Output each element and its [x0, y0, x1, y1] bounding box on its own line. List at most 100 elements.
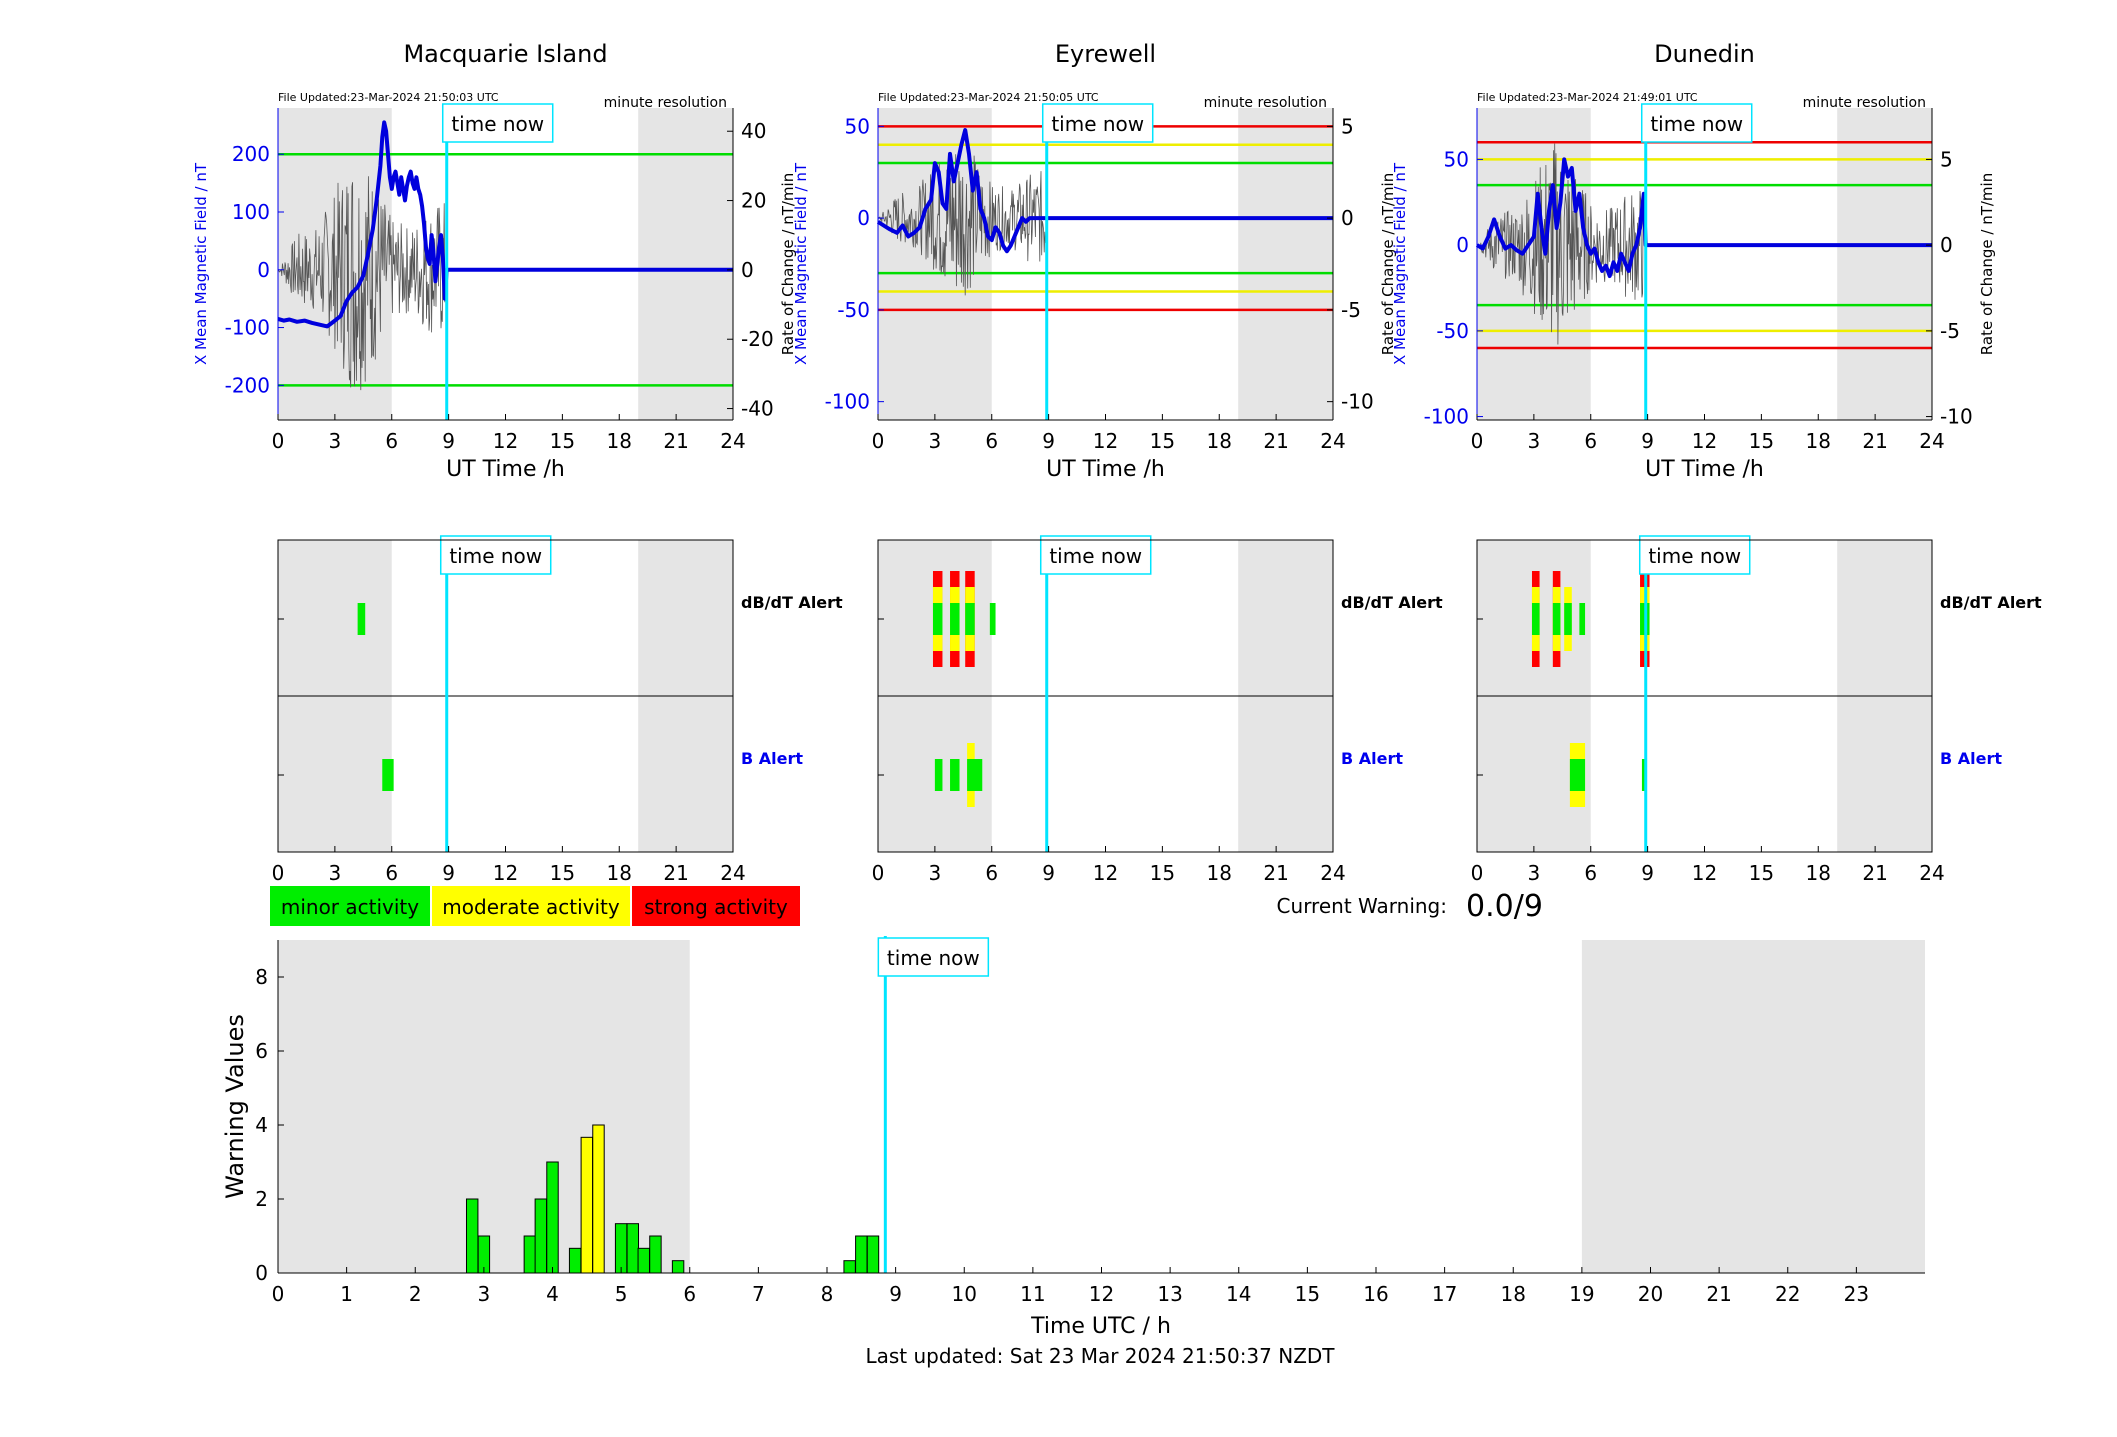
y-tick-label: 4 — [255, 1113, 268, 1137]
dbdt-alert-mark-minor — [1531, 603, 1540, 635]
x-tick-label: 2 — [409, 1282, 422, 1306]
x-tick-label: 3 — [929, 861, 942, 885]
x-tick-label: 15 — [550, 429, 575, 453]
time-now-box — [441, 103, 554, 143]
warning-bar — [855, 1235, 868, 1274]
x-tick-label: 24 — [1320, 429, 1345, 453]
time-now-label: time now — [449, 544, 542, 568]
b-alert-mark-minor — [950, 759, 960, 791]
alert-panel-2: time now 0 3 6 9 12 15 18 21 24 dB/dT Alert B Alert — [872, 535, 1443, 885]
alert-panel-1: time now 0 3 6 9 12 15 18 21 24 dB/dT Alert B Alert — [272, 535, 843, 885]
b-alert-mark-minor — [382, 759, 394, 791]
warning-bar — [592, 1124, 605, 1274]
x-tick-label: 23 — [1844, 1282, 1869, 1306]
x-tick-label: 12 — [1089, 1282, 1114, 1306]
file-updated: File Updated:23-Mar-2024 21:50:03 UTC — [278, 91, 499, 104]
b-alert-mark-minor — [967, 759, 975, 791]
x-tick-label: 18 — [1806, 429, 1831, 453]
x-tick-label: 0 — [1471, 429, 1484, 453]
warning-bar — [580, 1136, 594, 1274]
time-now-box — [1640, 103, 1753, 143]
resolution-label: minute resolution — [1204, 95, 1327, 111]
x-tick-label: 6 — [1584, 861, 1597, 885]
y-tick-label-left: -50 — [837, 298, 870, 322]
last-updated: Last updated: Sat 23 Mar 2024 21:50:37 N… — [865, 1344, 1335, 1368]
x-tick-label: 9 — [1042, 861, 1055, 885]
dbdt-alert-label: dB/dT Alert — [1940, 593, 2042, 612]
resolution-label: minute resolution — [1803, 95, 1926, 111]
warning-bar — [546, 1161, 559, 1274]
x-tick-label: 9 — [442, 429, 455, 453]
x-tick-label: 14 — [1226, 1282, 1251, 1306]
station-alert-panels: time now 0 3 6 9 12 15 18 21 24 dB/dT Alert B Alert… — [272, 535, 2042, 885]
x-tick-label: 3 — [1528, 429, 1541, 453]
x-tick-label: 12 — [1692, 429, 1717, 453]
x-tick-label: 0 — [272, 429, 285, 453]
legend-swatch — [270, 886, 430, 926]
x-tick-label: 6 — [985, 861, 998, 885]
y-tick-label-right: -10 — [1341, 390, 1374, 414]
y-tick-label-left: -50 — [1436, 319, 1469, 343]
station-panel-3: Dunedin File Updated:23-Mar-2024 21:49:01… — [1391, 40, 1996, 482]
x-tick-label: 9 — [1042, 429, 1055, 453]
field-line — [876, 128, 1333, 254]
x-tick-label: 1 — [340, 1282, 353, 1306]
x-tick-label: 9 — [442, 861, 455, 885]
y-tick-label-left: 200 — [232, 142, 270, 166]
b-alert-label: B Alert — [741, 749, 803, 768]
y-axis-label-left: X Mean Magnetic Field / nT — [192, 162, 210, 365]
x-tick-label: 6 — [985, 429, 998, 453]
dbdt-alert-label: dB/dT Alert — [1341, 593, 1443, 612]
station-panel-1: Macquarie Island File Updated:23-Mar-2024… — [192, 40, 797, 482]
y-tick-label-right: 0 — [1341, 206, 1354, 230]
warning-bar — [843, 1260, 856, 1274]
x-tick-label: 9 — [889, 1282, 902, 1306]
x-axis-label: Time UTC / h — [1030, 1314, 1171, 1339]
x-tick-label: 21 — [1862, 429, 1887, 453]
x-tick-label: 15 — [1295, 1282, 1320, 1306]
y-tick-label-left: 50 — [845, 114, 870, 138]
legend-label: minor activity — [281, 895, 419, 919]
y-tick-label-left: 50 — [1444, 147, 1469, 171]
x-tick-label: 0 — [872, 429, 885, 453]
x-tick-label: 22 — [1775, 1282, 1800, 1306]
dbdt-alert-mark-minor — [1564, 603, 1572, 635]
y-tick-label: 8 — [255, 965, 268, 989]
time-now-box — [439, 535, 552, 575]
time-now-label: time now — [1650, 112, 1743, 136]
warning-bar — [614, 1223, 628, 1274]
time-now-label: time now — [887, 946, 980, 970]
warning-bar — [671, 1260, 685, 1274]
x-tick-label: 21 — [1263, 429, 1288, 453]
file-updated: File Updated:23-Mar-2024 21:50:05 UTC — [878, 91, 1099, 104]
station-field-panels: Macquarie Island File Updated:23-Mar-2024… — [192, 40, 1996, 482]
x-tick-label: 3 — [329, 429, 342, 453]
x-tick-label: 0 — [872, 861, 885, 885]
y-tick-label-left: -200 — [225, 373, 270, 397]
legend-label: moderate activity — [442, 895, 620, 919]
x-tick-label: 6 — [683, 1282, 696, 1306]
x-tick-label: 21 — [1263, 861, 1288, 885]
x-tick-label: 21 — [1862, 861, 1887, 885]
x-tick-label: 18 — [607, 861, 632, 885]
x-axis-label: UT Time /h — [1046, 457, 1165, 482]
b-alert-label: B Alert — [1341, 749, 1403, 768]
activity-legend: minor activity moderate activity strong ac… — [270, 886, 800, 926]
footer: Last updated: Sat 23 Mar 2024 21:50:37 N… — [865, 1344, 1335, 1368]
x-tick-label: 12 — [1692, 861, 1717, 885]
night-shade — [638, 108, 733, 420]
warning-bar — [534, 1198, 548, 1274]
b-alert-label: B Alert — [1940, 749, 2002, 768]
dbdt-alert-mark-minor — [1552, 603, 1561, 635]
b-alert-mark-minor — [934, 759, 943, 791]
warning-bar — [523, 1235, 537, 1274]
y-tick-label-right: 5 — [1940, 147, 1953, 171]
station-title: Macquarie Island — [403, 40, 607, 68]
x-tick-label: 12 — [1093, 429, 1118, 453]
x-tick-label: 24 — [1919, 429, 1944, 453]
y-tick-label-right: 20 — [741, 189, 766, 213]
x-tick-label: 5 — [615, 1282, 628, 1306]
current-warning: Current Warning: 0.0/9 — [1277, 889, 1543, 924]
